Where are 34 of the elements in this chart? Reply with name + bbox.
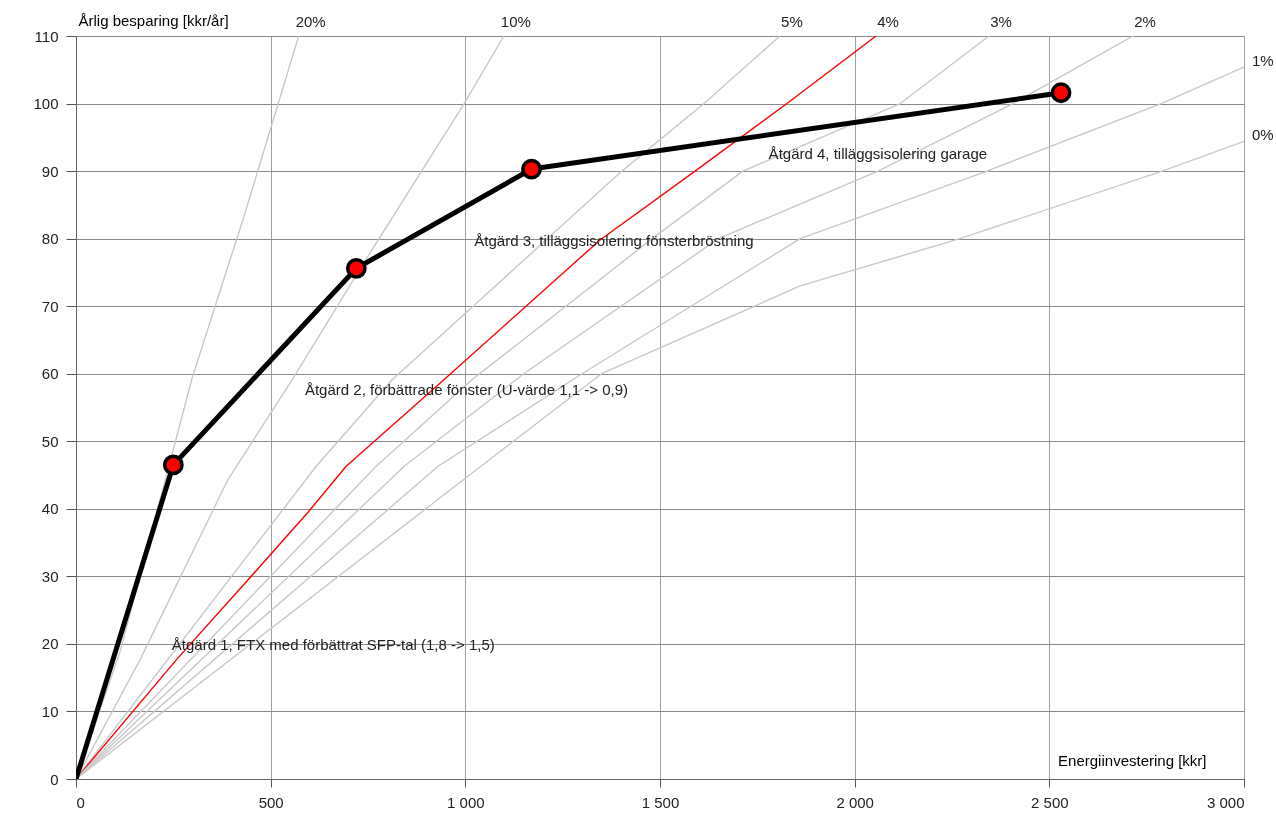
y-tick-label: 30 <box>41 567 59 585</box>
point <box>345 257 367 279</box>
series-label: 10% <box>500 13 531 30</box>
y-tick-label: 50 <box>41 432 59 450</box>
y-tick-label: 80 <box>41 230 59 248</box>
point <box>162 454 184 476</box>
y-tick-label: 0 <box>50 770 59 788</box>
series-label: 20% <box>295 13 326 30</box>
y-tick-label: 100 <box>33 95 59 113</box>
x-tick-label: 2 000 <box>836 793 874 811</box>
y-tick-label: 70 <box>41 297 59 315</box>
y-axis-title: Årlig besparing [kkr/år] <box>78 11 229 29</box>
series-label: 4% <box>877 13 899 30</box>
y-tick-label: 40 <box>41 500 59 518</box>
annotation: Åtgärd 4, tilläggsisolering garage <box>768 145 988 163</box>
x-tick-label: 2 500 <box>1031 793 1069 811</box>
y-tick-label: 60 <box>41 365 59 383</box>
point <box>1050 82 1072 104</box>
series-label: 3% <box>990 13 1012 30</box>
x-tick-label: 1 000 <box>447 793 485 811</box>
y-tick-label: 10 <box>41 702 59 720</box>
y-tick-label: 90 <box>41 162 59 180</box>
x-tick-label: 500 <box>258 793 284 811</box>
series-label: 1% <box>1252 52 1274 70</box>
series-label: 0% <box>1252 126 1274 144</box>
series-label: 5% <box>781 13 803 30</box>
series-label: 2% <box>1134 13 1156 30</box>
y-tick-label: 20 <box>41 635 59 653</box>
y-tick-label: 110 <box>34 27 59 45</box>
x-axis-title: Energiinvestering [kkr] <box>1058 751 1207 769</box>
x-tick-label: 3 000 <box>1206 793 1245 811</box>
x-tick-label: 1 500 <box>641 793 680 811</box>
x-tick-label: 0 <box>76 793 85 811</box>
point <box>521 158 542 180</box>
